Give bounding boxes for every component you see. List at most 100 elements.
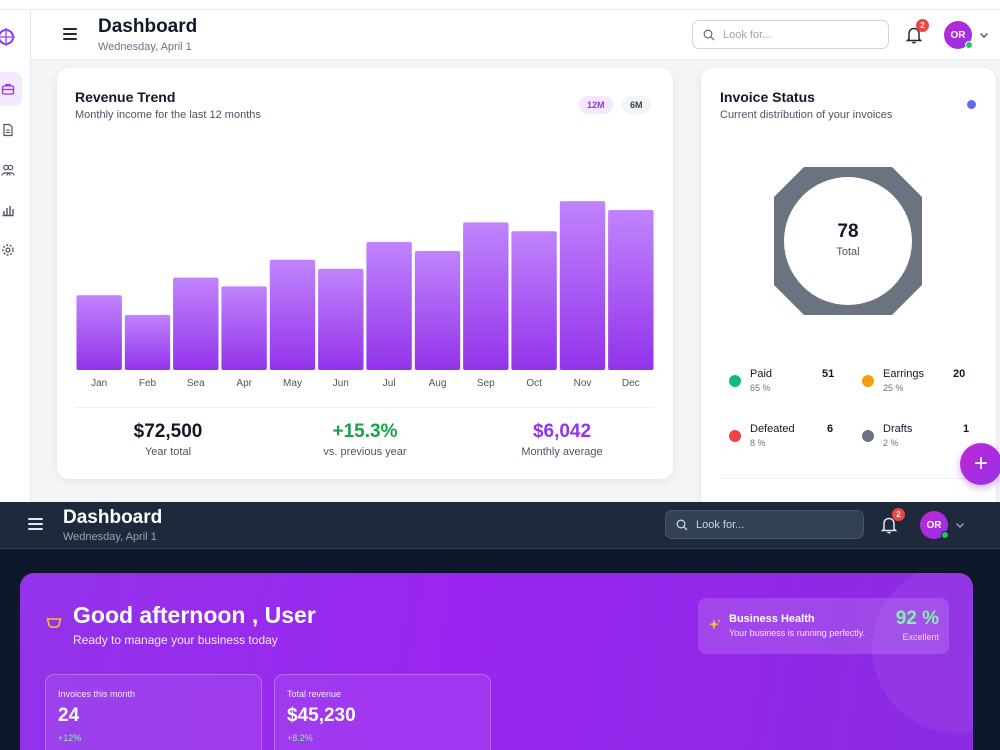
invoice-donut-chart bbox=[774, 167, 922, 315]
bar-dec[interactable] bbox=[608, 210, 654, 370]
sparkle-icon bbox=[709, 619, 721, 630]
sidebar-item-users[interactable] bbox=[0, 153, 22, 187]
chevron-down-icon[interactable] bbox=[955, 520, 965, 530]
bar-feb[interactable] bbox=[124, 314, 171, 370]
x-tick-label: Nov bbox=[574, 378, 592, 389]
welcome-banner: Good afternoon , User Ready to manage yo… bbox=[20, 573, 973, 750]
total-revenue-label: Total revenue bbox=[287, 689, 342, 699]
chart-icon bbox=[2, 206, 14, 217]
paid-count: 51 bbox=[822, 368, 835, 380]
status-dot bbox=[967, 100, 976, 109]
x-tick-label: Jul bbox=[383, 378, 396, 389]
search-box[interactable] bbox=[692, 20, 889, 49]
page-title: Dashboard bbox=[98, 16, 198, 37]
paid-label: Paid bbox=[750, 368, 773, 380]
range-6m-button[interactable]: 6M bbox=[622, 96, 651, 114]
health-score: 92 % bbox=[895, 608, 939, 629]
menu-icon[interactable] bbox=[63, 28, 77, 40]
sidebar-item-briefcase[interactable] bbox=[0, 72, 22, 106]
greeting-title: Good afternoon , User bbox=[73, 602, 316, 628]
year-total-label: Year total bbox=[144, 446, 192, 458]
chevron-down-icon[interactable] bbox=[979, 30, 989, 40]
bar-apr[interactable] bbox=[221, 286, 267, 370]
drafts-dot bbox=[862, 430, 874, 442]
bar-sea[interactable] bbox=[173, 277, 219, 370]
bar-sep[interactable] bbox=[463, 222, 509, 370]
bell-icon[interactable] bbox=[904, 25, 924, 45]
paid-percent: 65 % bbox=[750, 383, 771, 393]
bar-jun[interactable] bbox=[318, 268, 364, 370]
drafts-percent: 2 % bbox=[883, 438, 899, 448]
invoice-title: Invoice Status bbox=[720, 89, 815, 105]
earrings-label: Earrings bbox=[883, 368, 924, 380]
bar-nov[interactable] bbox=[559, 201, 606, 370]
sidebar-item-settings[interactable] bbox=[0, 233, 22, 267]
dark-header: Dashboard Wednesday, April 1 2 OR bbox=[0, 502, 1000, 549]
business-health-card[interactable]: Business Health Your business is running… bbox=[698, 598, 949, 654]
invoice-subtitle: Current distribution of your invoices bbox=[720, 109, 893, 121]
x-tick-label: Sea bbox=[187, 378, 205, 389]
total-revenue-delta: +8.2% bbox=[287, 733, 313, 743]
bar-jan[interactable] bbox=[76, 295, 122, 370]
year-total-value: $72,500 bbox=[133, 421, 203, 442]
defeated-count: 6 bbox=[827, 423, 834, 435]
top-rule bbox=[0, 0, 1000, 10]
monthly-average-value: $6,042 bbox=[532, 421, 592, 442]
add-button[interactable]: + bbox=[960, 443, 1000, 485]
x-tick-label: May bbox=[283, 378, 302, 389]
bell-icon[interactable] bbox=[879, 515, 899, 535]
x-tick-label: Oct bbox=[526, 378, 542, 389]
header: Dashboard Wednesday, April 1 2 OR bbox=[31, 10, 1000, 60]
invoices-month-card[interactable]: Invoices this month 24 +12% bbox=[45, 674, 262, 750]
search-icon bbox=[703, 29, 715, 40]
document-icon bbox=[3, 123, 13, 137]
revenue-bar-chart: Jan Feb Sea Apr May Jun Jul Aug Sep Oct Nov Dec bbox=[76, 201, 654, 389]
health-rating: Excellent bbox=[902, 632, 939, 642]
growth-label: vs. previous year bbox=[323, 446, 407, 458]
invoices-month-delta: +12% bbox=[58, 733, 82, 743]
x-tick-label: Dec bbox=[622, 378, 640, 389]
search-input[interactable] bbox=[723, 28, 873, 41]
growth-value: +15.3% bbox=[332, 421, 398, 442]
bar-may[interactable] bbox=[269, 259, 316, 370]
invoices-month-value: 24 bbox=[58, 705, 80, 726]
drafts-count: 1 bbox=[963, 423, 970, 435]
greeting-icon bbox=[46, 618, 62, 629]
page-title: Dashboard bbox=[63, 507, 163, 528]
page-date: Wednesday, April 1 bbox=[98, 41, 192, 53]
bar-jul[interactable] bbox=[366, 242, 412, 370]
total-revenue-card[interactable]: Total revenue $45,230 +8.2% bbox=[274, 674, 491, 750]
menu-icon[interactable] bbox=[28, 518, 43, 530]
bar-aug[interactable] bbox=[414, 250, 461, 370]
total-revenue-value: $45,230 bbox=[287, 705, 356, 726]
search-box[interactable] bbox=[665, 510, 864, 539]
health-title: Business Health bbox=[729, 613, 815, 625]
defeated-dot bbox=[729, 430, 741, 442]
paid-dot bbox=[729, 375, 741, 387]
sidebar-item-analytics[interactable] bbox=[0, 193, 22, 227]
health-subtitle: Your business is running perfectly. bbox=[729, 628, 866, 638]
invoice-total-label: Total bbox=[836, 246, 860, 258]
logo-icon[interactable] bbox=[0, 26, 17, 48]
sidebar bbox=[0, 10, 31, 502]
revenue-title: Revenue Trend bbox=[75, 89, 176, 105]
search-input[interactable] bbox=[696, 518, 846, 531]
drafts-label: Drafts bbox=[883, 423, 913, 435]
notification-badge: 2 bbox=[892, 508, 905, 521]
range-12m-button[interactable]: 12M bbox=[579, 96, 613, 114]
light-dashboard: Dashboard Wednesday, April 1 2 OR Revenu… bbox=[0, 0, 1000, 502]
invoice-total-value: 78 bbox=[837, 221, 859, 242]
x-tick-label: Jun bbox=[333, 378, 349, 389]
page-date: Wednesday, April 1 bbox=[63, 531, 157, 543]
sidebar-item-documents[interactable] bbox=[0, 113, 22, 147]
gear-icon bbox=[2, 244, 14, 256]
monthly-average-label: Monthly average bbox=[521, 446, 603, 458]
bar-oct[interactable] bbox=[511, 231, 557, 370]
earrings-count: 20 bbox=[953, 368, 966, 380]
greeting-subtitle: Ready to manage your business today bbox=[73, 633, 278, 647]
defeated-percent: 8 % bbox=[750, 438, 766, 448]
invoice-divider bbox=[720, 478, 980, 479]
notification-badge: 2 bbox=[916, 19, 929, 32]
online-indicator bbox=[965, 41, 973, 49]
x-tick-label: Feb bbox=[139, 378, 157, 389]
